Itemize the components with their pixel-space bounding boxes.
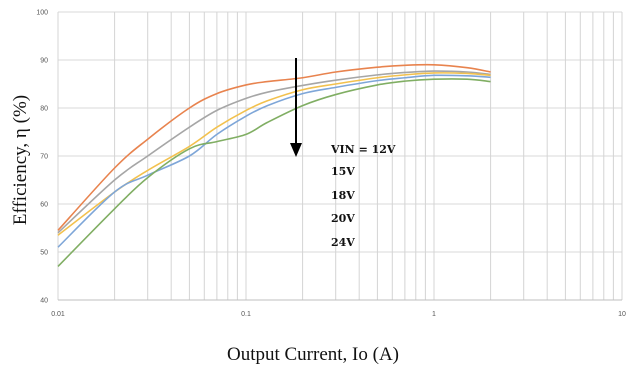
y-tick-label: 80: [40, 106, 48, 113]
vin-label: 20V: [331, 212, 355, 225]
grid: [57, 11, 623, 301]
series-line-1: [57, 70, 491, 234]
y-tick-label: 40: [40, 298, 48, 305]
vin-label: 18V: [331, 189, 355, 202]
vin-label: 24V: [331, 236, 355, 249]
y-tick-label: 70: [40, 154, 48, 161]
y-tick-label: 60: [40, 202, 48, 209]
y-tick-labels: 40 50 60 70 80 90 100: [36, 10, 48, 305]
vin-annotations: VIN = 12V 15V 18V 20V 24V: [330, 143, 396, 249]
series-line-2: [57, 72, 491, 236]
arrow-head: [290, 143, 302, 157]
series-line-0: [57, 63, 491, 231]
x-axis-title: Output Current, Io (A): [227, 344, 399, 365]
y-tick-label: 90: [40, 58, 48, 65]
x-tick-labels: 0.01 0.1 1 10: [51, 311, 626, 318]
series-line-3: [57, 74, 491, 248]
x-tick-label: 10: [618, 311, 626, 318]
vin-label: 15V: [331, 165, 355, 178]
series-line-4: [57, 78, 491, 267]
vin-arrow: [290, 58, 302, 157]
vin-label: VIN = 12V: [330, 143, 396, 156]
series-curves: [57, 63, 491, 267]
y-axis-title: Efficiency, η (%): [10, 95, 31, 225]
x-tick-label: 1: [432, 311, 436, 318]
y-tick-label: 100: [36, 10, 48, 17]
x-tick-label: 0.01: [51, 311, 65, 318]
x-tick-label: 0.1: [241, 311, 251, 318]
y-tick-label: 50: [40, 250, 48, 257]
